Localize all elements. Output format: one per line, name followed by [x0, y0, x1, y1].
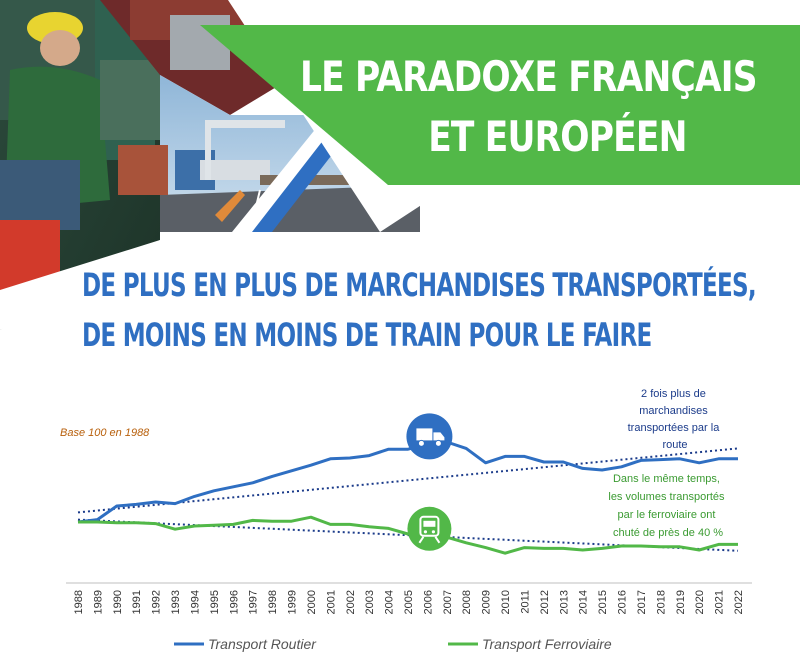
x-tick-label: 2009: [481, 590, 493, 614]
headline-line2: DE MOINS EN MOINS DE TRAIN POUR LE FAIRE: [82, 316, 652, 354]
x-tick-label: 2020: [694, 590, 706, 614]
rail-note-line: Dans le même temps,: [613, 473, 720, 485]
banner-title-line2: ET EUROPÉEN: [428, 112, 687, 161]
road-series-line: [77, 440, 738, 524]
x-tick-label: 2002: [345, 590, 357, 614]
x-tick-label: 2014: [578, 590, 590, 614]
truck-icon: [406, 413, 453, 460]
x-tick-label: 2003: [364, 590, 376, 614]
x-tick-label: 1992: [151, 590, 163, 614]
rail-note: Dans le même temps, les volumes transpor…: [608, 473, 727, 539]
legend: Transport Routier Transport Ferroviaire: [174, 636, 612, 652]
x-tick-label: 1999: [287, 590, 299, 614]
x-tick-label: 2018: [655, 590, 667, 614]
x-tick-label: 1995: [209, 590, 221, 614]
x-tick-label: 1988: [73, 590, 85, 614]
x-tick-label: 1993: [170, 590, 182, 614]
base-note: Base 100 en 1988: [60, 427, 150, 439]
legend-label-rail: Transport Ferroviaire: [482, 636, 612, 652]
x-tick-label: 2019: [675, 590, 687, 614]
rail-note-line: par le ferroviaire ont: [618, 509, 716, 521]
x-tick-label: 2012: [539, 590, 551, 614]
x-tick-label: 2008: [461, 590, 473, 614]
banner-title-line1: LE PARADOXE FRANÇAIS: [300, 52, 758, 101]
train-icon: [407, 506, 452, 551]
x-tick-label: 2022: [733, 590, 745, 614]
x-tick-label: 2001: [325, 590, 337, 614]
legend-label-road: Transport Routier: [208, 636, 317, 652]
rail-note-line: chuté de près de 40 %: [613, 527, 723, 539]
x-tick-label: 1998: [267, 590, 279, 614]
x-tick-label: 2010: [500, 590, 512, 614]
x-tick-label: 1996: [228, 590, 240, 614]
x-tick-label: 2013: [558, 590, 570, 614]
worker-photo: [0, 0, 160, 330]
title-banner-bg: [200, 25, 800, 185]
rail-note-line: les volumes transportés: [608, 491, 725, 503]
x-tick-label: 2017: [636, 590, 648, 614]
x-tick-label: 1994: [189, 590, 201, 614]
x-tick-label: 2006: [422, 590, 434, 614]
headline-line1: DE PLUS EN PLUS DE MARCHANDISES TRANSPOR…: [82, 266, 757, 304]
x-tick-label: 1990: [112, 590, 124, 614]
x-tick-label: 2007: [442, 590, 454, 614]
road-note-line: marchandises: [639, 405, 708, 417]
x-tick-label: 2004: [384, 590, 396, 614]
freight-line-chart: 1988 1989 1990 1991 1992 1993 1994 1995 1996 1997…: [60, 388, 752, 652]
road-note: 2 fois plus de marchandises transportées…: [628, 388, 723, 451]
rail-series-line: [78, 515, 738, 555]
x-tick-label: 2015: [597, 590, 609, 614]
header-banner: [0, 0, 800, 330]
x-tick-label: 2016: [617, 590, 629, 614]
x-tick-label: 2005: [403, 590, 415, 614]
x-tick-label: 2021: [714, 590, 726, 614]
x-tick-label: 1997: [248, 590, 260, 614]
road-note-line: transportées par la: [628, 422, 721, 434]
x-tick-label: 2000: [306, 590, 318, 614]
x-tick-label: 2011: [519, 590, 531, 614]
road-trend-line: [77, 447, 739, 514]
road-note-line: route: [662, 439, 687, 451]
x-tick-label: 1991: [131, 590, 143, 614]
x-tick-label: 1989: [92, 590, 104, 614]
road-note-line: 2 fois plus de: [641, 388, 706, 400]
